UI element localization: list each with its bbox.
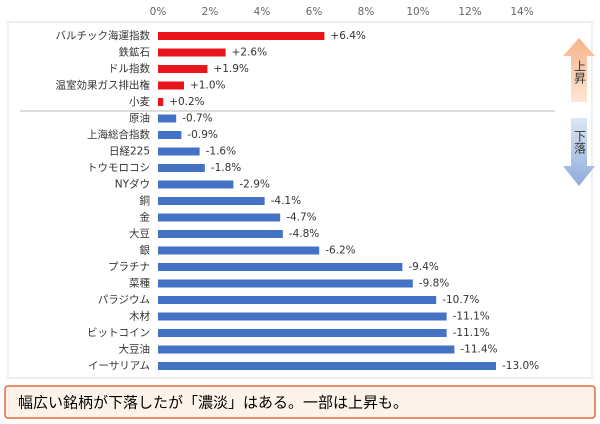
y-tick-label: トウモロコシ (87, 162, 150, 174)
bar (158, 65, 208, 73)
note: 幅広い銘柄が下落したが「濃淡」はある。一部は上昇も。 (18, 394, 408, 412)
y-tick-label: 銀 (140, 244, 151, 257)
y-tick-label: 銅 (140, 194, 151, 207)
value-label: -2.9% (239, 179, 269, 191)
down-label: 下落 (573, 130, 587, 155)
bar (158, 114, 177, 123)
y-tick-label: 木材 (129, 310, 150, 323)
value-label: -9.4% (408, 261, 438, 273)
x-tick-label: 12% (458, 6, 481, 18)
bar (158, 180, 234, 189)
value-label: -9.8% (419, 278, 449, 290)
x-tick-label: 0% (150, 6, 167, 18)
up-arrow (563, 38, 595, 102)
bar (158, 48, 226, 57)
y-tick-label: NYダウ (115, 178, 150, 191)
value-label: +2.6% (232, 47, 267, 59)
bar (158, 32, 325, 40)
y-tick-label: 菜種 (129, 277, 150, 290)
y-tick-label: 温室効果ガス排出権 (56, 79, 151, 92)
value-label: -1.6% (206, 146, 236, 158)
bar (158, 213, 281, 222)
chart-frame (7, 21, 593, 379)
y-tick-label: 原油 (129, 112, 150, 125)
value-label: -11.4% (460, 344, 497, 356)
y-tick-label: ドル指数 (108, 62, 150, 75)
value-label: -11.1% (453, 311, 490, 323)
y-tick-label: 小麦 (129, 96, 150, 108)
value-label: -0.9% (187, 129, 217, 141)
value-label: -0.7% (182, 113, 212, 125)
bar (158, 345, 455, 354)
value-label: -4.1% (271, 195, 301, 207)
bar (158, 230, 283, 238)
y-tick-label: 上海総合指数 (87, 128, 150, 141)
x-tick-label: 10% (406, 6, 429, 18)
bar (158, 362, 496, 370)
bar (158, 81, 184, 90)
y-tick-label: 大豆油 (119, 343, 151, 356)
y-tick-label: バルチック海運指数 (56, 29, 151, 42)
bar (158, 197, 265, 205)
value-label: -4.7% (286, 212, 316, 224)
x-tick-label: 4% (254, 6, 271, 18)
note-box (4, 385, 596, 419)
y-tick-label: 日経225 (109, 145, 150, 158)
value-label: +6.4% (330, 30, 365, 42)
y-tick-label: イーサリアム (88, 360, 150, 372)
bar (158, 164, 205, 172)
value-label: +1.0% (190, 80, 225, 92)
value-label: -13.0% (502, 360, 539, 372)
bar (158, 98, 164, 106)
y-tick-label: 金 (140, 211, 151, 224)
down-arrow (563, 118, 595, 186)
bar (158, 263, 403, 271)
bar (158, 279, 413, 288)
x-tick-label: 8% (358, 6, 375, 18)
value-label: -6.2% (325, 245, 355, 257)
x-tick-label: 6% (306, 6, 323, 18)
up-label: 上昇 (573, 60, 587, 85)
y-tick-label: ビットコイン (87, 327, 150, 339)
y-tick-label: 大豆 (129, 227, 150, 240)
value-label: -10.7% (442, 294, 479, 306)
bar (158, 131, 182, 139)
bar (158, 246, 320, 255)
x-tick-label: 14% (510, 6, 533, 18)
y-tick-label: プラチナ (108, 261, 150, 273)
bar (158, 296, 437, 304)
value-label: +1.9% (213, 63, 248, 75)
value-label: +0.2% (169, 96, 204, 108)
bar (158, 329, 447, 337)
value-label: -4.8% (289, 228, 319, 240)
y-tick-label: パラジウム (98, 294, 150, 306)
value-label: -11.1% (453, 327, 490, 339)
bar (158, 312, 447, 321)
y-tick-label: 鉄鉱石 (119, 46, 151, 59)
x-tick-label: 2% (202, 6, 219, 18)
bar (158, 147, 200, 156)
value-label: -1.8% (211, 162, 241, 174)
